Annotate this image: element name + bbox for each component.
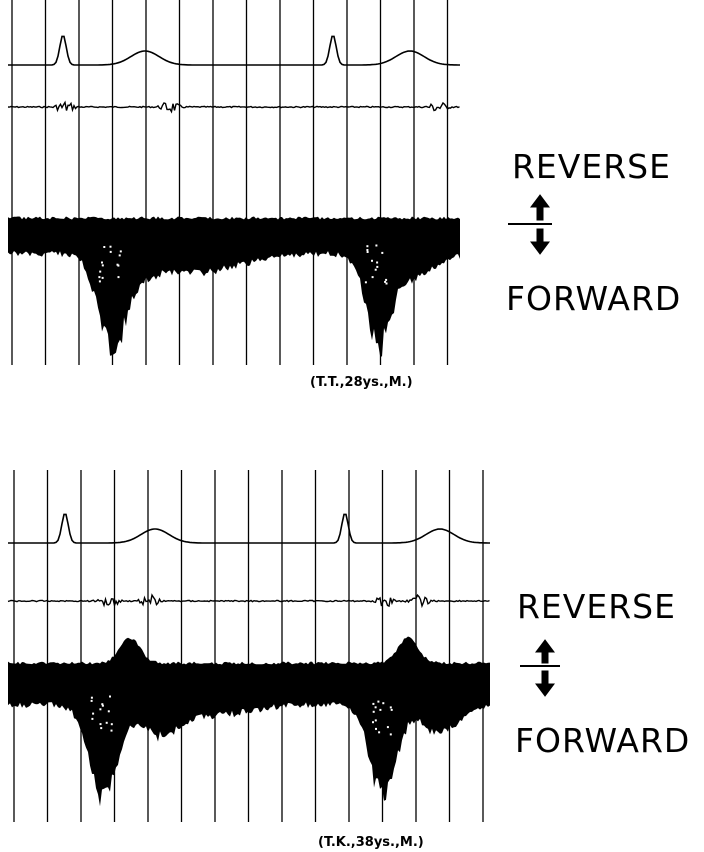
- figure: REVERSE FORWARD (T.T.,28ys.,M.) REVERSE …: [0, 0, 704, 852]
- speckle: [375, 269, 377, 271]
- doppler-band: [8, 217, 460, 357]
- speckle: [382, 702, 384, 704]
- speckle: [99, 271, 101, 273]
- speckle: [102, 277, 104, 279]
- speckle: [100, 723, 102, 725]
- page: {"panels": [ {"reverse_label": "REVERSE"…: [0, 0, 704, 852]
- speckle: [379, 709, 381, 711]
- speckle: [108, 710, 110, 712]
- caption: (T.K.,38ys.,M.): [318, 835, 424, 850]
- arrow-down: [536, 671, 554, 696]
- speckle: [391, 709, 393, 711]
- speckle: [376, 262, 378, 264]
- speckle: [390, 733, 392, 735]
- reverse-label: REVERSE: [517, 587, 676, 626]
- speckle: [381, 252, 383, 254]
- speckle: [98, 276, 100, 278]
- speckle: [99, 708, 101, 710]
- speckle: [373, 711, 375, 713]
- speckle: [366, 249, 368, 251]
- arrow-up: [531, 195, 549, 220]
- speckle: [371, 260, 373, 262]
- speckle: [378, 731, 380, 733]
- direction-arrows: [520, 640, 560, 696]
- speckle: [377, 701, 379, 703]
- caption: (T.T.,28ys.,M.): [310, 375, 413, 390]
- speckle: [102, 705, 104, 707]
- speckle: [387, 726, 389, 728]
- speckle: [100, 727, 102, 729]
- speckle: [119, 254, 121, 256]
- speckle: [103, 246, 105, 248]
- speckle: [376, 266, 378, 268]
- phono-trace: [8, 102, 460, 111]
- reverse-label: REVERSE: [512, 147, 671, 186]
- speckle: [110, 246, 112, 248]
- forward-label: FORWARD: [515, 721, 690, 760]
- speckle: [117, 265, 119, 267]
- speckle: [91, 718, 93, 720]
- speckle: [384, 281, 386, 283]
- speckle: [120, 250, 122, 252]
- speckle: [375, 245, 377, 247]
- arrow-up: [536, 640, 554, 663]
- speckle: [91, 700, 93, 702]
- speckle: [367, 251, 369, 253]
- speckle: [102, 264, 104, 266]
- speckle: [390, 706, 392, 708]
- speckle: [372, 276, 374, 278]
- speckle: [99, 280, 101, 282]
- traces: [8, 0, 490, 822]
- forward-label: FORWARD: [506, 279, 681, 318]
- speckle: [111, 730, 113, 732]
- speckle: [118, 276, 120, 278]
- speckle: [106, 722, 108, 724]
- speckle: [92, 713, 94, 715]
- speckle: [372, 721, 374, 723]
- arrow-down: [531, 229, 549, 254]
- direction-arrows: [508, 195, 552, 254]
- speckle: [111, 723, 113, 725]
- ecg-trace: [8, 36, 460, 65]
- speckle: [375, 728, 377, 730]
- speckle: [365, 281, 367, 283]
- speckle: [101, 262, 103, 264]
- speckle: [372, 703, 374, 705]
- speckle: [375, 706, 377, 708]
- speckle: [385, 279, 387, 281]
- speckle: [109, 696, 111, 698]
- speckle: [91, 697, 93, 699]
- speckle: [110, 251, 112, 253]
- speckle: [366, 245, 368, 247]
- speckle: [375, 719, 377, 721]
